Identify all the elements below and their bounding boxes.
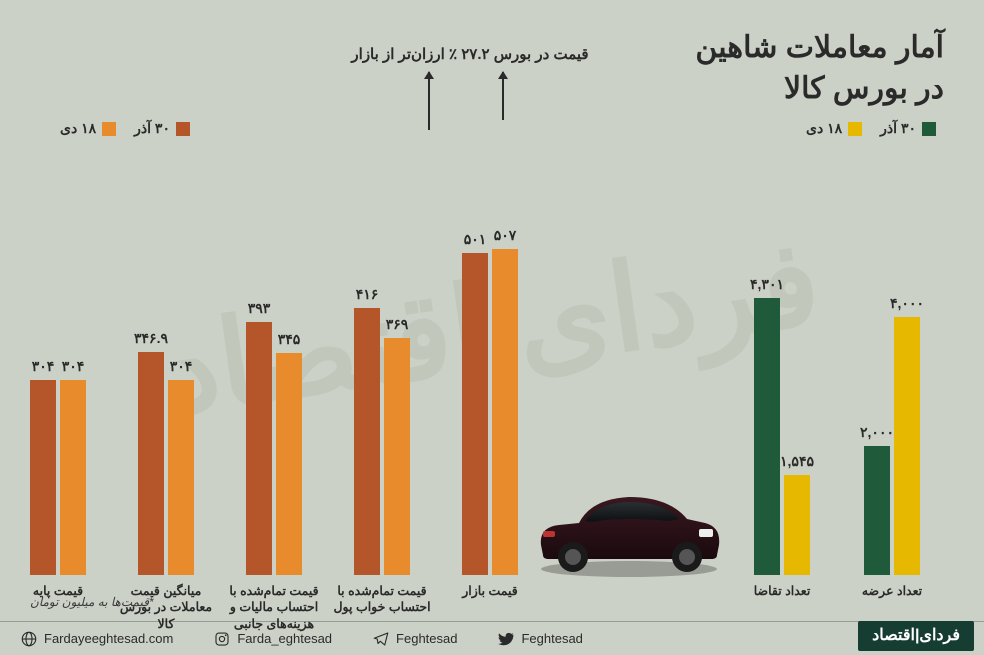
social-telegram: Feghtesad [372,630,457,648]
annotation-arrow-1 [428,72,430,130]
page-title: آمار معاملات شاهین در بورس کالا [695,28,944,109]
legend-item: ۳۰ آذر [880,120,936,137]
bar-group: ۵۰۱۵۰۷قیمت بازار [462,249,518,575]
legend-swatch [848,122,862,136]
legend-item: ۱۸ دی [60,120,116,137]
bar-value: ۳۰۴ [62,358,85,375]
annotation-arrow-2 [502,72,504,120]
bar-group: ۳۰۴۳۰۴قیمت پایه [30,380,86,575]
legend-item: ۳۰ آذر [134,120,190,137]
bar: ۴,۳۰۱ [754,298,780,575]
bar-group: ۳۴۶.۹۳۰۴میانگین قیمت معاملات در بورس کال… [138,352,194,575]
category-label: تعداد تقاضا [732,583,832,599]
price-chart: ۳۰۴۳۰۴قیمت پایه ۳۴۶.۹۳۰۴میانگین قیمت معام… [30,135,570,575]
globe-icon [20,630,38,648]
legend-label: ۱۸ دی [806,120,842,137]
bar-value: ۱,۵۴۵ [780,453,814,470]
category-label: قیمت تمام‌شده با احتساب خواب پول [332,583,432,616]
bar: ۲,۰۰۰ [864,446,890,575]
social-twitter-label: Feghtesad [521,631,582,646]
instagram-icon [213,630,231,648]
bar-value: ۳۰۴ [32,358,55,375]
legend-item: ۱۸ دی [806,120,862,137]
legend-label: ۱۸ دی [60,120,96,137]
twitter-icon [497,630,515,648]
count-legend: ۳۰ آذر ۱۸ دی [806,120,936,137]
legend-swatch [102,122,116,136]
footnote: *قیمت‌ها به میلیون تومان [30,595,154,609]
social-web: Fardayeeghtesad.com [20,630,173,648]
legend-swatch [922,122,936,136]
bar-group: ۴,۳۰۱۱,۵۴۵تعداد تقاضا [754,298,810,575]
social-instagram-label: Farda_eghtesad [237,631,332,646]
category-label: قیمت بازار [440,583,540,599]
social-instagram: Farda_eghtesad [213,630,332,648]
legend-swatch [176,122,190,136]
bar: ۳۹۳ [246,322,272,575]
price-annotation: قیمت در بورس ۲۷.۲ ٪ ارزان‌تر از بازار [340,45,600,63]
social-twitter: Feghtesad [497,630,582,648]
bar-value: ۴,۳۰۱ [750,276,784,293]
bar-value: ۴۱۶ [356,286,379,303]
bar-group: ۴۱۶۳۶۹قیمت تمام‌شده با احتساب خواب پول [354,308,410,575]
bar: ۳۰۴ [30,380,56,575]
social-telegram-label: Feghtesad [396,631,457,646]
bar-value: ۳۰۴ [170,358,193,375]
bar: ۳۴۵ [276,353,302,575]
bar: ۳۰۴ [168,380,194,575]
bar: ۴,۰۰۰ [894,317,920,575]
bar-value: ۵۰۷ [494,227,517,244]
legend-label: ۳۰ آذر [134,120,170,137]
title-line1: آمار معاملات شاهین [695,28,944,69]
bar: ۳۶۹ [384,338,410,575]
bar-value: ۴,۰۰۰ [890,295,924,312]
bar-value: ۳۴۵ [278,331,301,348]
bar-value: ۳۴۶.۹ [134,330,168,347]
bar: ۵۰۷ [492,249,518,575]
category-label: تعداد عرضه [842,583,942,599]
bar-value: ۵۰۱ [464,231,487,248]
bar-value: ۲,۰۰۰ [860,424,894,441]
bar-group: ۲,۰۰۰۴,۰۰۰تعداد عرضه [864,317,920,575]
bar: ۵۰۱ [462,253,488,575]
bar: ۱,۵۴۵ [784,475,810,575]
bar-value: ۳۹۳ [248,300,271,317]
bar-value: ۳۶۹ [386,316,409,333]
title-line2: در بورس کالا [695,69,944,110]
bar: ۳۴۶.۹ [138,352,164,575]
bar: ۳۰۴ [60,380,86,575]
brand-box: فردای|اقتصاد [858,621,974,651]
bar-group: ۳۹۳۳۴۵قیمت تمام‌شده با احتساب مالیات و ه… [246,322,302,575]
social-web-label: Fardayeeghtesad.com [44,631,173,646]
count-chart: ۲,۰۰۰۴,۰۰۰تعداد عرضه ۴,۳۰۱۱,۵۴۵تعداد تقاض… [744,225,944,575]
footer: Fardayeeghtesad.com Farda_eghtesad Feght… [0,621,984,655]
telegram-icon [372,630,390,648]
legend-label: ۳۰ آذر [880,120,916,137]
car-illustration [529,467,729,577]
bar: ۴۱۶ [354,308,380,575]
price-legend: ۳۰ آذر ۱۸ دی [60,120,190,137]
